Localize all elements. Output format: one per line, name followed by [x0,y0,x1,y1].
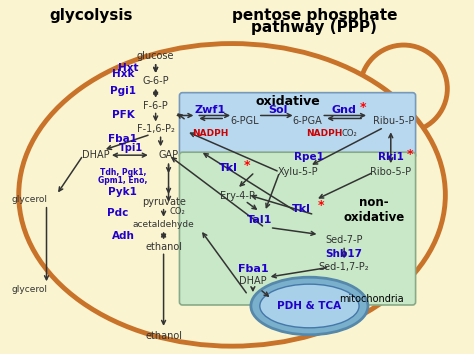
Text: CO₂: CO₂ [170,207,185,216]
Text: G-6-P: G-6-P [142,76,169,86]
Text: pathway (PPP): pathway (PPP) [251,20,377,35]
Text: glycerol: glycerol [12,285,48,293]
Text: Hxk: Hxk [112,69,134,79]
FancyBboxPatch shape [180,93,416,158]
Text: pentose phosphate: pentose phosphate [232,8,397,23]
Text: GAP: GAP [158,150,179,160]
Text: Adh: Adh [111,230,134,240]
Text: Tdh, Pgk1,: Tdh, Pgk1, [100,167,146,177]
Text: PFK: PFK [111,110,134,120]
Text: Sol: Sol [268,104,287,115]
Text: DHAP: DHAP [239,276,267,286]
Text: pyruvate: pyruvate [142,197,185,207]
Text: NADPH: NADPH [306,129,343,138]
Text: 6-PGL: 6-PGL [231,116,259,126]
Text: Hxt: Hxt [118,63,138,73]
Text: Tal1: Tal1 [247,215,273,225]
Text: Tpi1: Tpi1 [119,143,143,153]
Text: Fba1: Fba1 [237,264,268,274]
Text: CO₂: CO₂ [341,129,357,138]
FancyBboxPatch shape [180,152,416,305]
Text: DHAP: DHAP [82,150,110,160]
Text: Pdc: Pdc [107,208,128,218]
Text: acetaldehyde: acetaldehyde [133,220,194,229]
Text: *: * [244,159,250,172]
Text: NADPH: NADPH [192,129,228,138]
Text: F-6-P: F-6-P [143,101,168,110]
Text: ethanol: ethanol [145,331,182,341]
Text: glycolysis: glycolysis [49,8,133,23]
Text: glucose: glucose [137,51,174,61]
Text: Tkl: Tkl [292,204,311,214]
Text: ethanol: ethanol [145,242,182,252]
Ellipse shape [19,44,446,346]
Text: glycerol: glycerol [12,195,48,204]
Text: Tkl: Tkl [219,163,237,173]
Text: Rki1: Rki1 [378,152,404,162]
Text: F-1,6-P₂: F-1,6-P₂ [137,124,174,135]
Text: Zwf1: Zwf1 [195,104,226,115]
Text: *: * [407,148,413,161]
Text: Fba1: Fba1 [109,134,137,144]
Text: Gpm1, Eno,: Gpm1, Eno, [98,176,147,185]
Text: Sed-7-P: Sed-7-P [326,234,363,245]
Text: Xylu-5-P: Xylu-5-P [277,167,318,177]
Ellipse shape [251,277,368,335]
Text: Shb17: Shb17 [326,249,363,259]
Text: Pgi1: Pgi1 [110,86,136,96]
Text: Ribo-5-P: Ribo-5-P [370,167,411,177]
Text: PDH & TCA: PDH & TCA [277,301,341,311]
Text: oxidative: oxidative [255,95,320,108]
Text: *: * [360,101,366,114]
Text: Rpe1: Rpe1 [294,152,324,162]
Text: mitochondria: mitochondria [338,294,403,304]
Text: Ribu-5-P: Ribu-5-P [373,116,414,126]
Text: *: * [318,199,324,212]
Text: Pyk1: Pyk1 [109,187,137,197]
Text: non-
oxidative: non- oxidative [343,196,404,224]
Text: 6-PGA: 6-PGA [292,116,322,126]
Text: Ery-4-P: Ery-4-P [219,191,255,201]
Ellipse shape [260,284,359,328]
Ellipse shape [360,45,447,132]
Text: Gnd: Gnd [332,104,356,115]
Text: Sed-1,7-P₂: Sed-1,7-P₂ [319,262,369,272]
